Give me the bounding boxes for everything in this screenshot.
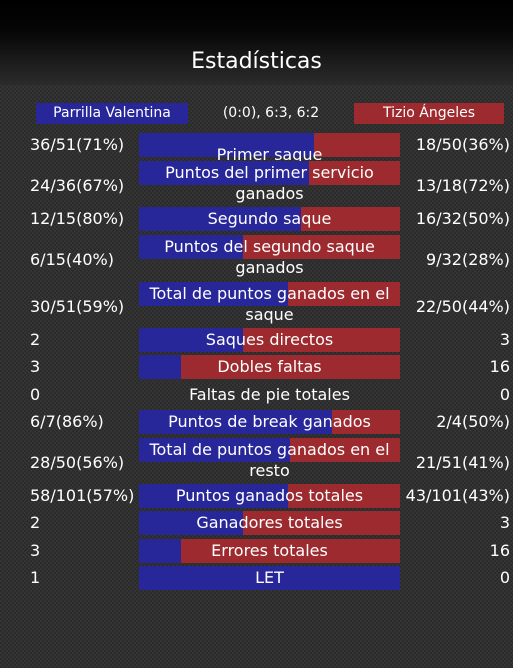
stat-row-errores-totales: 3 16 Errores totales — [0, 539, 513, 563]
stat-left-value: 24/36(67%) — [30, 176, 125, 195]
stat-left-value: 28/50(56%) — [30, 453, 125, 472]
stat-row-puntos-del-primer-servicio-ganados: 24/36(67%) 13/18(72%) Puntos del primer se… — [0, 161, 513, 203]
stat-label: Faltas de pie totales — [189, 385, 350, 404]
stat-right-value: 3 — [499, 330, 510, 349]
stat-bar — [139, 328, 400, 352]
stat-left-value: 2 — [30, 330, 41, 349]
stat-left-value: 12/15(80%) — [30, 209, 125, 228]
stat-bar — [139, 566, 400, 590]
stat-left-value: 3 — [30, 357, 41, 376]
stat-bar-right-fill — [308, 161, 400, 185]
stat-row-puntos-ganados-totales: 58/101(57%) 43/101(43%) Puntos ganados tot… — [0, 484, 513, 508]
stat-bar-left-fill — [139, 161, 309, 185]
stat-left-value: 58/101(57%) — [30, 486, 135, 505]
stat-label: Puntos del segundo saque ganados — [164, 237, 375, 277]
stat-bar — [139, 355, 400, 379]
stat-bar-right-fill — [287, 282, 400, 306]
stat-row-segundo-saque: 12/15(80%) 16/32(50%) Segundo saque — [0, 207, 513, 231]
stat-bar — [139, 161, 400, 185]
stat-bar-left-fill — [139, 282, 288, 306]
stat-bar — [139, 235, 400, 259]
stat-bar-left-fill — [139, 410, 333, 434]
stat-bar-left-fill — [139, 539, 181, 563]
player-left-name: Parrilla Valentina — [36, 103, 188, 124]
stat-bar — [139, 133, 400, 157]
stat-bar-left-fill — [139, 438, 291, 462]
stat-right-value: 18/50(36%) — [415, 135, 510, 154]
stat-right-value: 22/50(44%) — [415, 297, 510, 316]
stat-left-value: 1 — [30, 568, 41, 587]
stat-row-puntos-de-break-ganados: 6/7(86%) 2/4(50%) Puntos de break ganados — [0, 410, 513, 434]
stat-bar — [139, 539, 400, 563]
stat-bar-right-fill — [243, 328, 400, 352]
stat-right-value: 0 — [499, 568, 510, 587]
stat-bar-left-fill — [139, 207, 301, 231]
stat-row-let: 1 0 LET — [0, 566, 513, 590]
stat-bar-left-fill — [139, 484, 288, 508]
stat-bar-left-fill — [139, 133, 314, 157]
stat-bar-left-fill — [139, 355, 181, 379]
stat-bar — [139, 410, 400, 434]
stat-left-value: 6/7(86%) — [30, 412, 104, 431]
stat-bar-right-fill — [287, 484, 400, 508]
stat-bar-right-fill — [290, 438, 400, 462]
stat-label: Puntos del primer servicio ganados — [165, 163, 374, 203]
stat-label: Errores totales — [211, 541, 328, 560]
stat-row-faltas-de-pie-totales: 0 0 Faltas de pie totales — [0, 383, 513, 404]
stat-bar-left-fill — [139, 511, 244, 535]
stat-bar-right-fill — [180, 539, 400, 563]
stat-label: Segundo saque — [207, 209, 332, 228]
stat-row-puntos-del-segundo-saque-ganados: 6/15(40%) 9/32(28%) Puntos del segundo saq… — [0, 235, 513, 277]
stat-bar — [139, 438, 400, 462]
stat-bar-left-fill — [139, 235, 244, 259]
stat-label: Ganadores totales — [196, 513, 343, 532]
stat-right-value: 16 — [489, 357, 510, 376]
stat-right-value: 0 — [499, 385, 510, 404]
stat-bar-left-fill — [139, 566, 400, 590]
title-bar — [0, 0, 513, 85]
stat-left-value: 30/51(59%) — [30, 297, 125, 316]
page-title: Estadísticas — [191, 49, 322, 74]
stat-right-value: 43/101(43%) — [405, 486, 510, 505]
stat-bar-right-fill — [313, 133, 400, 157]
stat-bar-left-fill — [139, 328, 244, 352]
stat-right-value: 9/32(28%) — [426, 250, 510, 269]
stat-right-value: 2/4(50%) — [436, 412, 510, 431]
stat-label: LET — [255, 568, 284, 587]
stat-label: Total de puntos ganados en el resto — [149, 440, 390, 480]
stat-label: Primer saque — [216, 145, 323, 164]
stat-bar-right-fill — [243, 511, 400, 535]
stat-label: Puntos de break ganados — [168, 412, 371, 431]
stat-right-value: 16/32(50%) — [415, 209, 510, 228]
stat-right-value: 21/51(41%) — [415, 453, 510, 472]
stat-bar-right-fill — [300, 207, 400, 231]
stat-left-value: 6/15(40%) — [30, 250, 114, 269]
stat-right-value: 16 — [489, 541, 510, 560]
stat-row-primer-saque: 36/51(71%) 18/50(36%) Primer saque — [0, 133, 513, 164]
stat-row-dobles-faltas: 3 16 Dobles faltas — [0, 355, 513, 379]
stat-right-value: 3 — [499, 513, 510, 532]
stat-label: Saques directos — [205, 330, 334, 349]
stat-bar — [139, 511, 400, 535]
stat-bar — [139, 484, 400, 508]
stat-left-value: 36/51(71%) — [30, 135, 125, 154]
stat-left-value: 2 — [30, 513, 41, 532]
stat-bar-right-fill — [332, 410, 400, 434]
stat-row-total-de-puntos-ganados-en-el-resto: 28/50(56%) 21/51(41%) Total de puntos gana… — [0, 438, 513, 480]
stat-label: Total de puntos ganados en el saque — [149, 284, 390, 324]
player-right-name: Tizio Ángeles — [354, 103, 504, 124]
stat-row-total-de-puntos-ganados-en-el-saque: 30/51(59%) 22/50(44%) Total de puntos gana… — [0, 282, 513, 324]
stat-left-value: 3 — [30, 541, 41, 560]
stat-left-value: 0 — [30, 385, 41, 404]
stat-row-saques-directos: 2 3 Saques directos — [0, 328, 513, 352]
stat-bar — [139, 282, 400, 306]
stat-right-value: 13/18(72%) — [415, 176, 510, 195]
stat-bar-right-fill — [180, 355, 400, 379]
stat-bar-right-fill — [243, 235, 400, 259]
stat-row-ganadores-totales: 2 3 Ganadores totales — [0, 511, 513, 535]
stat-label: Dobles faltas — [217, 357, 322, 376]
stat-label: Puntos ganados totales — [175, 486, 364, 505]
stat-bar — [139, 207, 400, 231]
match-score: (0:0), 6:3, 6:2 — [222, 105, 320, 121]
